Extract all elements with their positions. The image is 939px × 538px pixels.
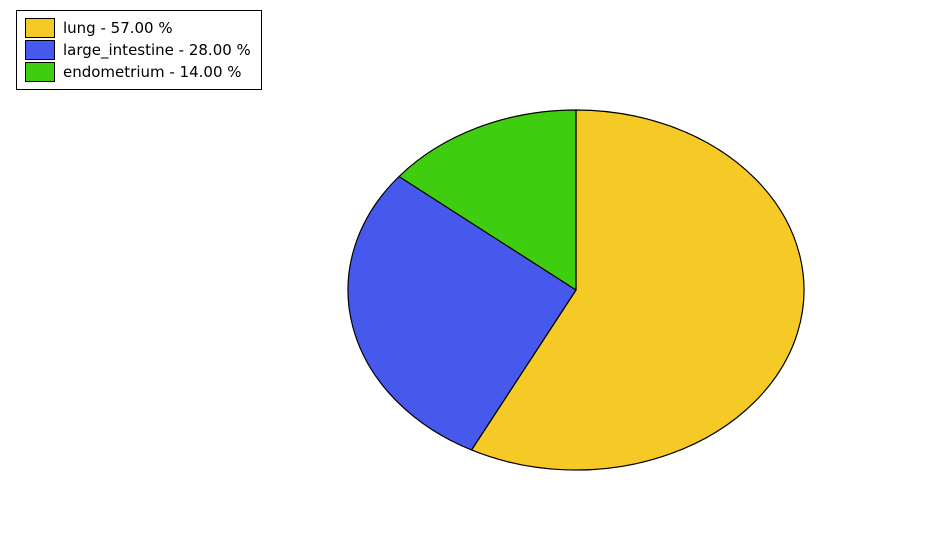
pie-chart — [0, 0, 939, 538]
pie-svg — [0, 0, 939, 538]
